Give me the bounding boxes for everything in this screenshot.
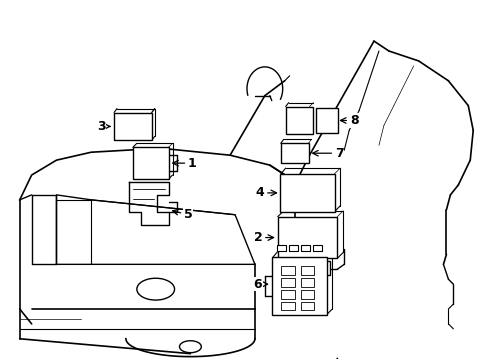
Text: 2: 2 <box>253 231 273 244</box>
Bar <box>280 302 294 310</box>
Bar <box>312 246 321 251</box>
Bar <box>272 257 326 315</box>
Text: 7: 7 <box>312 147 343 160</box>
Bar <box>280 290 294 298</box>
Text: 5: 5 <box>172 208 192 221</box>
Bar <box>301 246 309 251</box>
Bar <box>288 246 298 251</box>
Bar <box>300 302 314 310</box>
Bar <box>300 290 314 298</box>
Bar <box>300 266 314 275</box>
Bar <box>316 108 338 133</box>
Bar <box>280 266 294 275</box>
Text: 6: 6 <box>253 278 267 291</box>
Bar <box>133 147 168 179</box>
Text: 4: 4 <box>255 186 276 199</box>
Bar <box>114 113 151 140</box>
Text: 1: 1 <box>172 157 196 170</box>
Text: 3: 3 <box>97 120 110 133</box>
Bar <box>300 278 314 287</box>
Bar <box>280 143 308 163</box>
Bar <box>277 217 337 258</box>
Bar <box>280 174 334 212</box>
Text: 8: 8 <box>340 114 358 127</box>
Bar <box>277 246 285 251</box>
Bar <box>285 107 313 134</box>
Bar <box>285 261 329 275</box>
Bar <box>280 278 294 287</box>
